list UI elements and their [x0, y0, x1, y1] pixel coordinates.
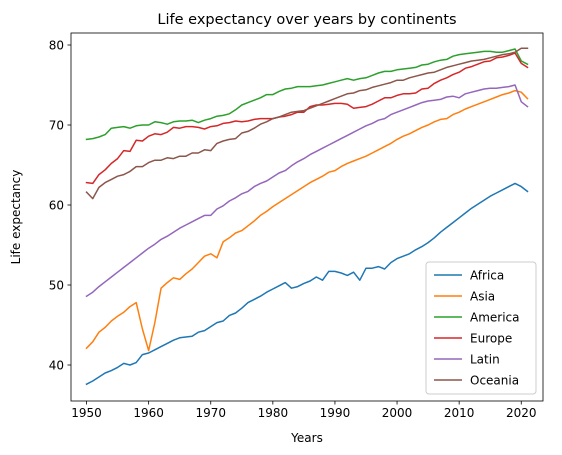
x-tick-label: 1970 [195, 406, 226, 420]
legend-label-oceania: Oceania [470, 373, 519, 387]
x-axis-title: Years [290, 431, 323, 445]
y-axis-title: Life expectancy [9, 170, 23, 265]
series-line-asia [85, 89, 529, 352]
legend-box [425, 261, 537, 395]
legend-label-america: America [470, 310, 520, 324]
x-tick-label: 2000 [382, 406, 413, 420]
x-tick-label: 1980 [258, 406, 289, 420]
series-line-latin [85, 84, 529, 298]
y-tick-label: 70 [49, 118, 64, 132]
y-tick-label: 40 [49, 358, 64, 372]
axes-frame [70, 32, 544, 402]
x-tick-label: 2010 [444, 406, 475, 420]
x-tick-label: 1950 [71, 406, 102, 420]
legend-label-europe: Europe [470, 331, 512, 345]
y-tick-label: 50 [49, 278, 64, 292]
legend: Africa Asia America Europe Latin Oceania [425, 261, 537, 395]
y-tick-label: 80 [49, 38, 64, 52]
chart-title: Life expectancy over years by continents [157, 12, 456, 28]
x-tick-label: 1960 [133, 406, 164, 420]
legend-label-africa: Africa [470, 268, 504, 282]
x-tick-label: 1990 [320, 406, 351, 420]
legend-label-asia: Asia [470, 289, 495, 303]
y-tick-label: 60 [49, 198, 64, 212]
x-tick-label: 2020 [506, 406, 537, 420]
series-line-america [85, 48, 529, 141]
series-line-oceania [85, 47, 529, 200]
legend-label-latin: Latin [470, 352, 500, 366]
series-line-africa [85, 182, 529, 386]
plot-area: 1950 1960 1970 1980 1990 2000 2010 2020 40 50 60 70… [49, 32, 544, 420]
